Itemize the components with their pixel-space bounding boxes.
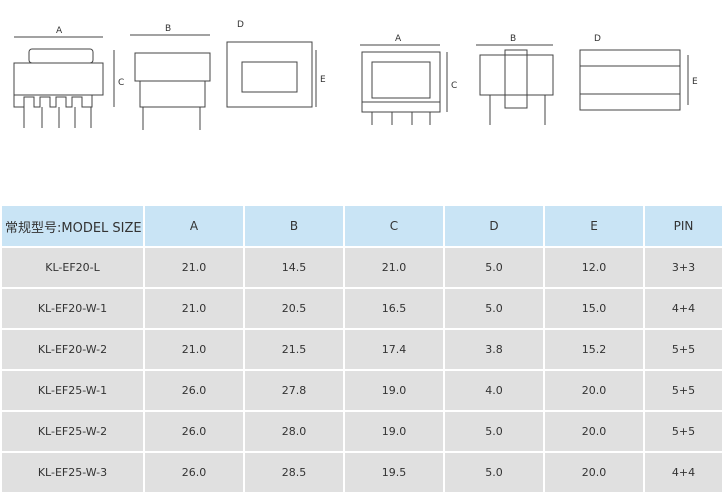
cell-a: 21.0 — [143, 246, 245, 289]
cell-pin: 4+4 — [643, 287, 722, 330]
cell-b: 28.5 — [243, 451, 345, 494]
dim-d-label-2: D — [594, 34, 601, 44]
cell-d: 4.0 — [443, 369, 545, 412]
cell-d: 3.8 — [443, 328, 545, 371]
table-row: KL-EF25-W-2 26.0 28.0 19.0 5.0 20.0 5+5 — [0, 410, 722, 453]
cell-d: 5.0 — [443, 451, 545, 494]
cell-model: KL-EF25-W-1 — [0, 369, 145, 412]
dim-d-label: D — [237, 20, 244, 30]
header-model-size: 常规型号:MODEL SIZE — [0, 204, 145, 248]
cell-pin: 5+5 — [643, 328, 722, 371]
cell-a: 26.0 — [143, 369, 245, 412]
cell-model: KL-EF25-W-3 — [0, 451, 145, 494]
right-front-view: A C — [360, 34, 457, 125]
cell-b: 20.5 — [243, 287, 345, 330]
header-c: C — [343, 204, 445, 248]
cell-d: 5.0 — [443, 246, 545, 289]
right-side-view: B — [476, 34, 554, 125]
cell-c: 21.0 — [343, 246, 445, 289]
dim-c-label: C — [118, 78, 124, 88]
cell-model: KL-EF20-L — [0, 246, 145, 289]
cell-c: 16.5 — [343, 287, 445, 330]
cell-a: 21.0 — [143, 287, 245, 330]
right-bottom-view: D E — [579, 34, 698, 111]
table-row: KL-EF25-W-1 26.0 27.8 19.0 4.0 20.0 5+5 — [0, 369, 722, 412]
cell-pin: 3+3 — [643, 246, 722, 289]
table-row: KL-EF20-W-2 21.0 21.5 17.4 3.8 15.2 5+5 — [0, 328, 722, 371]
dim-e-label-2: E — [692, 77, 698, 87]
cell-c: 19.5 — [343, 451, 445, 494]
left-side-view: B — [130, 24, 211, 130]
dim-a-label-2: A — [395, 34, 402, 44]
cell-e: 15.0 — [543, 287, 645, 330]
dim-a-label: A — [56, 26, 63, 36]
cell-model: KL-EF25-W-2 — [0, 410, 145, 453]
table-row: KL-EF20-L 21.0 14.5 21.0 5.0 12.0 3+3 — [0, 246, 722, 289]
cell-e: 20.0 — [543, 369, 645, 412]
cell-e: 15.2 — [543, 328, 645, 371]
header-e: E — [543, 204, 645, 248]
cell-c: 19.0 — [343, 410, 445, 453]
header-a: A — [143, 204, 245, 248]
table-row: KL-EF25-W-3 26.0 28.5 19.5 5.0 20.0 4+4 — [0, 451, 722, 494]
cell-c: 17.4 — [343, 328, 445, 371]
cell-b: 14.5 — [243, 246, 345, 289]
cell-model: KL-EF20-W-2 — [0, 328, 145, 371]
header-d: D — [443, 204, 545, 248]
table-row: KL-EF20-W-1 21.0 20.5 16.5 5.0 15.0 4+4 — [0, 287, 722, 330]
dim-b-label: B — [165, 24, 171, 34]
cell-d: 5.0 — [443, 287, 545, 330]
left-bottom-view: D E — [226, 20, 326, 108]
dim-c-label-2: C — [451, 81, 457, 91]
model-size-table: 常规型号:MODEL SIZE A B C D E PIN KL-EF20-L 2… — [0, 204, 722, 494]
cell-b: 28.0 — [243, 410, 345, 453]
dim-e-label: E — [320, 75, 326, 85]
cell-e: 12.0 — [543, 246, 645, 289]
header-pin: PIN — [643, 204, 722, 248]
cell-b: 27.8 — [243, 369, 345, 412]
dim-b-label-2: B — [510, 34, 516, 44]
cell-d: 5.0 — [443, 410, 545, 453]
transformer-drawings: A C B D E A C B D E — [13, 20, 698, 130]
cell-b: 21.5 — [243, 328, 345, 371]
cell-model: KL-EF20-W-1 — [0, 287, 145, 330]
cell-pin: 5+5 — [643, 369, 722, 412]
cell-a: 26.0 — [143, 410, 245, 453]
cell-e: 20.0 — [543, 410, 645, 453]
cell-a: 26.0 — [143, 451, 245, 494]
cell-pin: 4+4 — [643, 451, 722, 494]
header-b: B — [243, 204, 345, 248]
cell-a: 21.0 — [143, 328, 245, 371]
left-front-view: A C — [13, 26, 124, 128]
header-row: 常规型号:MODEL SIZE A B C D E PIN — [0, 204, 722, 248]
cell-c: 19.0 — [343, 369, 445, 412]
cell-pin: 5+5 — [643, 410, 722, 453]
cell-e: 20.0 — [543, 451, 645, 494]
